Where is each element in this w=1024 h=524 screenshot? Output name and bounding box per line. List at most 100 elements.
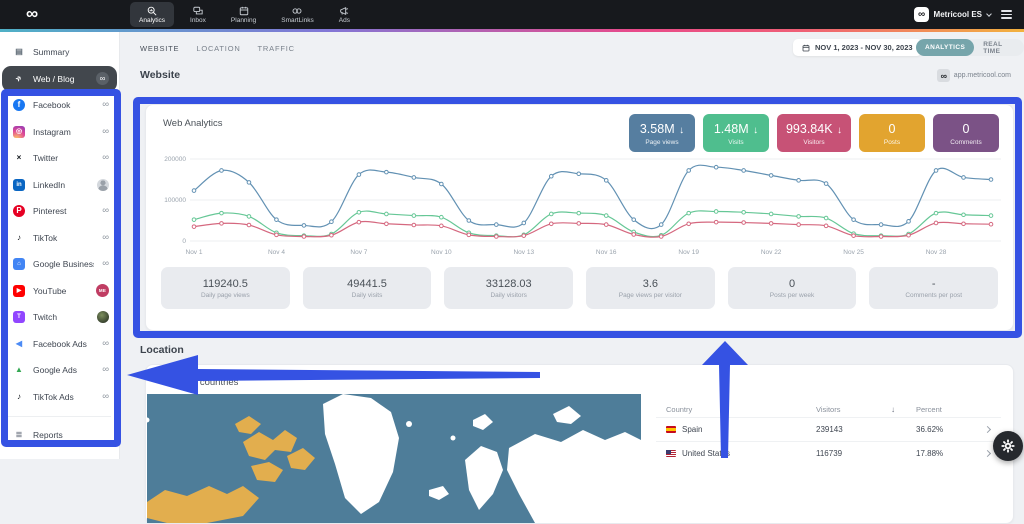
nav-tab-smartlinks[interactable]: SmartLinks <box>272 2 323 27</box>
smartlinks-icon <box>292 6 302 16</box>
chevron-right-icon <box>984 450 991 457</box>
sidebar-item-tiktok[interactable]: ♪TikTok∞ <box>0 225 119 252</box>
daily-stat-posts-per-week: 0 Posts per week <box>728 267 857 309</box>
sidebar-item-label: Summary <box>33 47 109 57</box>
domain-badge: ∞ app.metricool.com <box>937 69 1011 82</box>
daily-stat-label: Daily visitors <box>490 292 526 299</box>
country-percent: 17.88% <box>916 449 985 458</box>
profile-avatar <box>97 311 109 323</box>
profile-avatar-placeholder <box>97 179 109 191</box>
x-tick-label: Nov 7 <box>350 249 367 256</box>
twitch-icon: T <box>13 311 25 323</box>
kpi-visits: 1.48M ↓Visits <box>703 114 769 152</box>
sidebar-item-pinterest[interactable]: P Pinterest ∞ <box>0 198 119 225</box>
nav-tab-label: Analytics <box>139 17 165 24</box>
menu-icon[interactable] <box>1001 10 1012 19</box>
sidebar-item-web-blog[interactable]: »Web / Blog∞ <box>2 66 117 93</box>
x-tick-label: Nov 25 <box>843 249 864 256</box>
subnav-tab-traffic[interactable]: TRAFFIC <box>258 44 295 53</box>
toggle-analytics[interactable]: ANALYTICS <box>916 39 974 56</box>
metricool-logo: ∞ <box>26 4 37 24</box>
col-visitors[interactable]: Visitors <box>816 405 891 414</box>
facebook-ads-icon: ◀ <box>13 338 25 350</box>
nav-tab-inbox[interactable]: Inbox <box>181 2 215 27</box>
nav-tab-planning[interactable]: Planning <box>222 2 265 27</box>
planning-icon <box>239 6 249 16</box>
settings-fab[interactable] <box>993 431 1023 461</box>
metricool-mini-logo-icon: ∞ <box>937 69 950 82</box>
chevron-down-icon <box>986 11 992 17</box>
chevron-right-icon <box>984 426 991 433</box>
x-tick-label: Nov 1 <box>186 249 203 256</box>
kpi-page-views: 3.58M ↓Page views <box>629 114 695 152</box>
x-tick-label: Nov 28 <box>926 249 947 256</box>
sidebar-item-facebook-ads[interactable]: ◀Facebook Ads∞ <box>0 331 119 358</box>
sidebar-item-instagram[interactable]: ◎Instagram∞ <box>0 119 119 146</box>
subnav-tab-website[interactable]: WEBSITE <box>140 44 179 53</box>
account-switcher[interactable]: ∞ Metricool ES <box>914 7 991 22</box>
nav-tab-label: Inbox <box>190 17 206 24</box>
sidebar-item-twitter[interactable]: ×Twitter∞ <box>0 145 119 172</box>
x-tick-label: Nov 10 <box>431 249 452 256</box>
sidebar-item-tiktok-ads[interactable]: ♪TikTok Ads∞ <box>0 384 119 411</box>
sidebar-item-label: Instagram <box>33 127 94 137</box>
daily-stat-label: Posts per week <box>770 292 814 299</box>
sidebar-item-reports[interactable]: ≣Reports <box>0 422 119 449</box>
facebook-icon: f <box>13 99 25 111</box>
kpi-value: 1.48M <box>714 122 749 136</box>
sidebar-item-label: YouTube <box>33 286 88 296</box>
x-tick-label: Nov 16 <box>596 249 617 256</box>
pinterest-icon: P <box>13 205 25 217</box>
trend-down-icon: ↓ <box>679 125 684 136</box>
sidebar-item-google-business[interactable]: ⌂Google Business ...∞ <box>0 251 119 278</box>
nav-tab-label: Planning <box>231 17 256 24</box>
nav-tab-analytics[interactable]: Analytics <box>130 2 174 27</box>
sidebar-item-label: Pinterest <box>33 206 94 216</box>
sidebar-item-summary[interactable]: ▤Summary <box>0 39 119 66</box>
flag-us-icon <box>666 450 676 457</box>
nav-tab-label: Ads <box>339 17 350 24</box>
daily-stat-label: Page views per visitor <box>619 292 682 299</box>
gear-icon <box>1001 439 1015 453</box>
daily-stat-value: 0 <box>789 278 795 290</box>
inbox-icon <box>193 6 203 16</box>
top-navbar: ∞ Analytics Inbox Planning SmartLinks Ads ∞ … <box>0 0 1024 29</box>
infinity-link-icon: ∞ <box>102 364 109 376</box>
subnav-tab-location[interactable]: LOCATION <box>196 44 240 53</box>
nav-tab-ads[interactable]: Ads <box>330 2 359 27</box>
sidebar-item-label: TikTok Ads <box>33 392 94 402</box>
infinity-link-icon: ∞ <box>102 258 109 270</box>
date-range-picker[interactable]: NOV 1, 2023 - NOV 30, 2023 <box>793 39 922 56</box>
daily-stat-label: Comments per post <box>905 292 962 299</box>
daily-stat-value: 119240.5 <box>203 278 248 290</box>
x-tick-label: Nov 4 <box>268 249 285 256</box>
infinity-link-icon: ∞ <box>102 152 109 164</box>
kpi-value: 0 <box>889 122 896 136</box>
sidebar-item-google-ads[interactable]: ▲Google Ads∞ <box>0 357 119 384</box>
flag-es-icon <box>666 426 676 433</box>
kpi-label: Comments <box>950 139 981 146</box>
country-visitors: 239143 <box>816 425 891 434</box>
instagram-icon: ◎ <box>13 126 25 138</box>
daily-stat-value: - <box>932 278 936 290</box>
country-visitors: 116739 <box>816 449 891 458</box>
kpi-label: Visitors <box>803 139 824 146</box>
google-ads-icon: ▲ <box>13 364 25 376</box>
infinity-link-icon: ∞ <box>102 205 109 217</box>
trend-down-icon: ↓ <box>753 125 758 136</box>
toggle-real-time[interactable]: REAL TIME <box>974 41 1024 55</box>
sort-desc-icon[interactable]: ↓ <box>891 405 916 414</box>
kpi-label: Page views <box>645 139 678 146</box>
web-analytics-title: Web Analytics <box>163 118 223 129</box>
